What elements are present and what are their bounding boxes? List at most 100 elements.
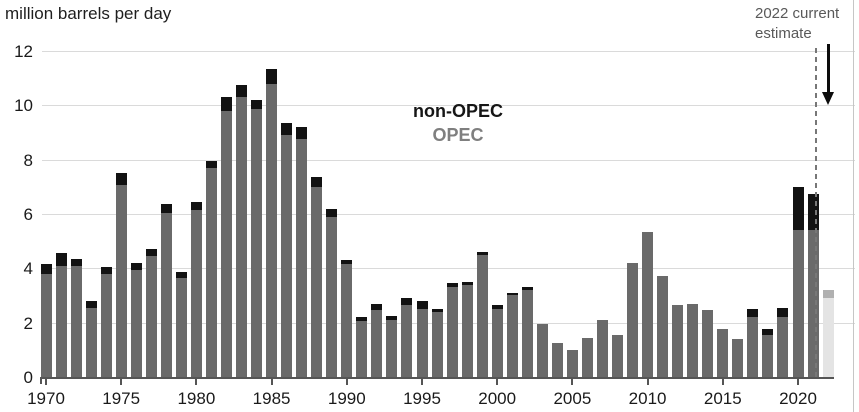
bar-non-opec-1973 (85, 300, 97, 308)
bar-opec-2011 (657, 276, 669, 377)
bar-non-opec-1990 (341, 260, 353, 265)
bar-opec-2015 (717, 329, 729, 377)
bar-opec-2013 (687, 303, 699, 377)
bar-non-opec-1980 (190, 201, 202, 210)
gridline-10 (42, 105, 855, 107)
estimate-dashed-line (815, 48, 817, 377)
bar-opec-2019 (777, 317, 789, 377)
bar-opec-2005 (566, 349, 578, 377)
x-axis-tick-1970 (45, 379, 47, 385)
gridline-12 (42, 50, 855, 52)
x-axis-tick-2020 (797, 379, 799, 385)
bar-opec-1991 (356, 321, 368, 377)
bar-opec-2000 (491, 309, 503, 377)
bar-non-opec-1984 (251, 99, 263, 110)
bar-opec-1994 (401, 304, 413, 377)
bar-non-opec-2021 (807, 193, 819, 231)
bar-non-opec-2017 (747, 309, 759, 318)
x-axis-tick-2010 (646, 379, 649, 385)
bar-non-opec-1997 (446, 283, 458, 288)
bar-opec-1972 (70, 265, 82, 377)
x-axis-tick-1980 (195, 379, 198, 385)
bar-opec-2008 (612, 334, 624, 377)
bar-non-opec-2022 (822, 290, 834, 299)
bar-non-opec-1983 (236, 84, 248, 98)
bar-opec-1987 (296, 139, 308, 377)
bar-opec-2006 (581, 337, 593, 377)
bar-non-opec-2020 (792, 186, 804, 231)
bar-opec-1979 (175, 277, 187, 377)
bar-non-opec-2002 (521, 287, 533, 291)
x-axis-label-1970: 1970 (27, 389, 65, 408)
x-axis-label-2005: 2005 (553, 389, 592, 408)
y-axis-label-0: 0 (23, 368, 33, 387)
bar-non-opec-1981 (205, 160, 217, 168)
bar-opec-1982 (220, 110, 232, 377)
bar-opec-2003 (536, 324, 548, 377)
bar-opec-1995 (416, 309, 428, 377)
bar-non-opec-1994 (401, 298, 413, 305)
bar-opec-1976 (130, 269, 142, 377)
bar-opec-1978 (160, 212, 172, 377)
bar-non-opec-1977 (145, 249, 157, 257)
legend-opec-label: OPEC (432, 125, 484, 145)
bar-non-opec-1989 (326, 208, 338, 217)
estimate-annotation-line2: estimate (755, 25, 812, 42)
bar-opec-1997 (446, 287, 458, 377)
bar-non-opec-1999 (476, 252, 488, 255)
bar-non-opec-1986 (281, 122, 293, 136)
x-axis-label-1995: 1995 (403, 389, 441, 408)
bar-non-opec-1982 (220, 97, 232, 111)
y-axis-label-8: 8 (23, 150, 33, 170)
x-axis-tick-2000 (496, 379, 499, 385)
chart-unit-label: million barrels per day (5, 4, 172, 23)
bar-opec-2022 (822, 298, 834, 377)
y-axis-label-6: 6 (23, 204, 33, 224)
bar-opec-1975 (115, 185, 127, 377)
estimate-annotation-line1: 2022 current (755, 5, 840, 22)
bar-opec-1998 (461, 284, 473, 377)
x-axis-label-2015: 2015 (703, 389, 742, 408)
bar-non-opec-1993 (386, 315, 398, 320)
bar-opec-1971 (55, 265, 67, 377)
bar-opec-2009 (627, 262, 639, 377)
x-axis-tick-2015 (721, 379, 724, 385)
y-axis-label-10: 10 (14, 96, 33, 116)
x-axis-tick-1975 (120, 379, 123, 385)
down-arrow-head-icon (822, 92, 834, 105)
bar-opec-1983 (236, 97, 248, 377)
bar-opec-1980 (190, 209, 202, 377)
bar-non-opec-1974 (100, 266, 112, 274)
bar-non-opec-1976 (130, 262, 142, 270)
gridline-4 (42, 268, 855, 270)
x-axis-tick-1990 (345, 379, 348, 385)
bar-opec-1990 (341, 264, 353, 377)
bar-non-opec-1972 (70, 258, 82, 266)
bar-non-opec-1995 (416, 300, 428, 310)
bar-opec-2002 (521, 290, 533, 377)
bar-opec-1984 (251, 109, 263, 377)
bar-opec-1988 (311, 186, 323, 377)
bar-opec-2014 (702, 310, 714, 377)
bar-non-opec-2000 (491, 304, 503, 310)
bar-non-opec-1998 (461, 281, 473, 285)
bar-opec-1989 (326, 216, 338, 377)
x-axis-tick-1985 (270, 379, 273, 385)
bar-opec-2017 (747, 317, 759, 377)
gridline-6 (42, 213, 855, 215)
bar-opec-1974 (100, 273, 112, 377)
bar-opec-2004 (551, 343, 563, 377)
bar-opec-1993 (386, 319, 398, 377)
estimate-annotation: 2022 current estimate (755, 4, 859, 44)
bar-opec-2021 (807, 230, 819, 377)
x-axis-label-1985: 1985 (252, 389, 291, 408)
x-axis-label-2000: 2000 (478, 389, 517, 408)
bar-non-opec-2019 (777, 307, 789, 318)
bar-non-opec-1979 (175, 272, 187, 278)
bar-non-opec-1988 (311, 177, 323, 187)
bar-non-opec-1985 (266, 68, 278, 84)
x-axis-line (40, 377, 834, 379)
x-axis-label-1990: 1990 (327, 389, 366, 408)
bar-opec-1999 (476, 254, 488, 377)
